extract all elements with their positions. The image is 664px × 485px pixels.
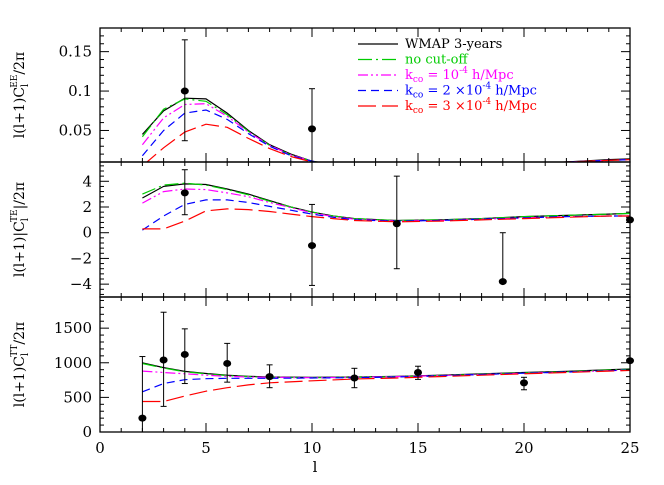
series-line-1 (142, 182, 630, 222)
data-point (180, 87, 189, 95)
x-tick-label: 20 (514, 439, 533, 457)
data-point (308, 242, 316, 250)
plot-frame (99, 161, 631, 298)
data-point (138, 414, 147, 422)
legend-entry-label: no cut-off (405, 53, 469, 68)
data-point (308, 125, 316, 133)
x-tick-label: 15 (408, 439, 427, 457)
y-tick-label: −2 (70, 249, 92, 267)
x-tick-label: 0 (95, 439, 105, 457)
y-tick-label: 500 (63, 388, 92, 406)
y-axis-label: l(l+1)|ClTE|/2π (10, 182, 31, 277)
data-point (392, 220, 401, 228)
y-tick-label: 0.05 (59, 121, 92, 139)
panel-2: 0 500 1000 1500 0 5 10 15 20 25 l l(l+1)ClTT/2π (10, 296, 640, 476)
data-point (498, 278, 507, 286)
series-line-0 (142, 183, 630, 222)
series-line-4 (146, 123, 630, 162)
series-line-4 (142, 208, 630, 230)
y-tick-label: −4 (70, 275, 92, 293)
x-tick-label: 5 (201, 439, 211, 457)
y-tick-label: 0.15 (59, 43, 92, 61)
data-point (180, 350, 189, 358)
series-line-2 (142, 188, 630, 222)
series-line-4 (142, 369, 630, 403)
legend-entry-label: kco = 10-4 h/Mpc (405, 66, 514, 85)
data-point (159, 356, 168, 364)
data-point (223, 359, 232, 367)
x-tick-label: 25 (620, 439, 639, 457)
series-line-3 (142, 369, 630, 393)
data-point (180, 189, 189, 197)
y-tick-label: 0.1 (68, 82, 92, 100)
series-line-1 (141, 98, 630, 162)
y-tick-label: 0 (82, 423, 92, 441)
y-tick-label: 4 (82, 172, 92, 190)
x-axis-label: l (313, 458, 318, 476)
legend-entry-label: kco = 2 ×10-4 h/Mpc (405, 82, 537, 101)
y-axis-label: l(l+1)ClTT/2π (10, 322, 31, 407)
series-line-2 (141, 103, 630, 162)
legend-entry-label: kco = 3 ×10-4 h/Mpc (405, 97, 537, 116)
data-point (414, 368, 422, 376)
panel-1: −4 −2 0 2 4 l(l+1)|ClTE|/2π (10, 161, 634, 298)
series-line-2 (142, 369, 630, 379)
y-tick-label: 1000 (54, 354, 92, 372)
data-point (520, 379, 528, 387)
y-tick-label: 2 (82, 198, 92, 216)
legend-entry-label: WMAP 3-years (405, 37, 502, 52)
series-line-0 (141, 97, 630, 162)
y-tick-label: 1500 (54, 319, 92, 337)
series-line-3 (142, 199, 630, 231)
data-point (350, 374, 359, 382)
series-line-3 (141, 109, 630, 162)
y-tick-label: 0 (82, 224, 92, 242)
y-axis-label: l(l+1)ClEE/2π (10, 52, 31, 138)
x-tick-label: 10 (302, 439, 321, 457)
data-point (265, 373, 274, 381)
plot-frame (99, 296, 631, 433)
plot-frame (99, 27, 631, 163)
